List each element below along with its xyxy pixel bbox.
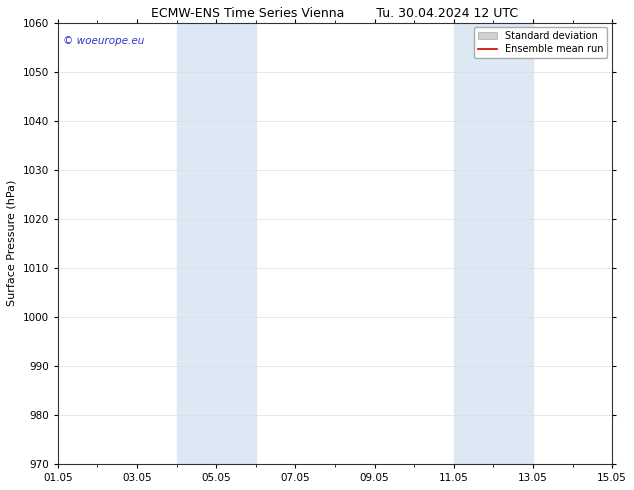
Bar bbox=[177, 23, 256, 464]
Legend: Standard deviation, Ensemble mean run: Standard deviation, Ensemble mean run bbox=[474, 27, 607, 58]
Title: ECMW-ENS Time Series Vienna        Tu. 30.04.2024 12 UTC: ECMW-ENS Time Series Vienna Tu. 30.04.20… bbox=[152, 7, 519, 20]
Text: © woeurope.eu: © woeurope.eu bbox=[63, 36, 145, 46]
Bar bbox=[454, 23, 533, 464]
Y-axis label: Surface Pressure (hPa): Surface Pressure (hPa) bbox=[7, 180, 17, 306]
